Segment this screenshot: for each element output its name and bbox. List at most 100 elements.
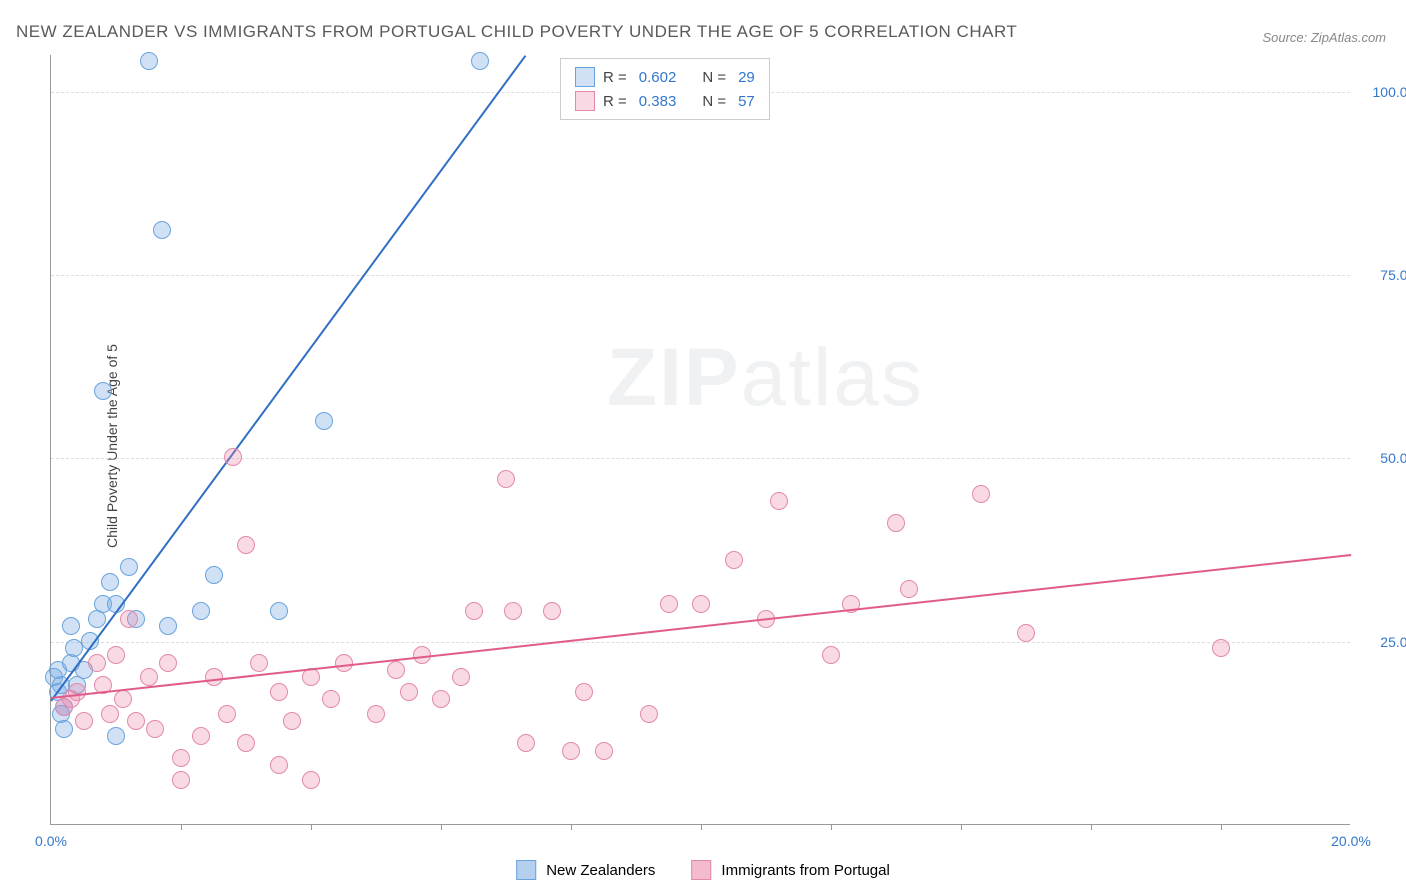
data-point — [55, 720, 73, 738]
data-point — [465, 602, 483, 620]
data-point — [237, 536, 255, 554]
data-point — [127, 712, 145, 730]
r-value: 0.383 — [639, 93, 677, 110]
data-point — [452, 668, 470, 686]
data-point — [192, 602, 210, 620]
data-point — [400, 683, 418, 701]
series-legend: New Zealanders Immigrants from Portugal — [516, 860, 890, 880]
gridline — [51, 458, 1350, 459]
data-point — [205, 566, 223, 584]
data-point — [224, 448, 242, 466]
legend-item: New Zealanders — [516, 860, 655, 880]
data-point — [114, 690, 132, 708]
legend-item: Immigrants from Portugal — [691, 860, 889, 880]
watermark: ZIPatlas — [607, 331, 924, 425]
x-tick — [181, 824, 182, 830]
data-point — [725, 551, 743, 569]
legend-swatch — [516, 860, 536, 880]
data-point — [270, 602, 288, 620]
data-point — [140, 668, 158, 686]
data-point — [62, 617, 80, 635]
chart-title: NEW ZEALANDER VS IMMIGRANTS FROM PORTUGA… — [16, 22, 1017, 42]
data-point — [250, 654, 268, 672]
n-value: 57 — [738, 93, 755, 110]
data-point — [1017, 624, 1035, 642]
trend-line — [51, 554, 1351, 699]
trend-line — [50, 55, 526, 702]
x-tick — [1091, 824, 1092, 830]
data-point — [153, 221, 171, 239]
y-tick-label: 100.0% — [1373, 84, 1406, 100]
data-point — [302, 771, 320, 789]
data-point — [335, 654, 353, 672]
data-point — [68, 683, 86, 701]
data-point — [562, 742, 580, 760]
data-point — [101, 705, 119, 723]
correlation-legend: R = 0.602 N = 29R = 0.383 N = 57 — [560, 58, 770, 120]
data-point — [660, 595, 678, 613]
gridline — [51, 642, 1350, 643]
r-value: 0.602 — [639, 69, 677, 86]
data-point — [367, 705, 385, 723]
data-point — [218, 705, 236, 723]
data-point — [101, 573, 119, 591]
data-point — [270, 756, 288, 774]
data-point — [640, 705, 658, 723]
data-point — [88, 654, 106, 672]
legend-swatch — [575, 91, 595, 111]
y-tick-label: 50.0% — [1380, 450, 1406, 466]
x-tick — [571, 824, 572, 830]
data-point — [140, 52, 158, 70]
x-tick — [831, 824, 832, 830]
n-label: N = — [702, 69, 726, 86]
data-point — [575, 683, 593, 701]
data-point — [900, 580, 918, 598]
data-point — [692, 595, 710, 613]
data-point — [770, 492, 788, 510]
plot-area: ZIPatlas 25.0%50.0%75.0%100.0%0.0%20.0% — [50, 55, 1350, 825]
data-point — [270, 683, 288, 701]
data-point — [471, 52, 489, 70]
y-tick-label: 75.0% — [1380, 267, 1406, 283]
data-point — [146, 720, 164, 738]
data-point — [94, 382, 112, 400]
data-point — [107, 727, 125, 745]
data-point — [1212, 639, 1230, 657]
legend-label: Immigrants from Portugal — [721, 862, 889, 879]
data-point — [283, 712, 301, 730]
y-tick-label: 25.0% — [1380, 634, 1406, 650]
data-point — [192, 727, 210, 745]
data-point — [120, 610, 138, 628]
x-tick — [961, 824, 962, 830]
source-attribution: Source: ZipAtlas.com — [1262, 30, 1386, 45]
data-point — [159, 617, 177, 635]
data-point — [504, 602, 522, 620]
correlation-legend-row: R = 0.602 N = 29 — [575, 65, 755, 89]
data-point — [159, 654, 177, 672]
data-point — [75, 712, 93, 730]
n-label: N = — [702, 93, 726, 110]
data-point — [315, 412, 333, 430]
x-tick — [1221, 824, 1222, 830]
gridline — [51, 275, 1350, 276]
data-point — [322, 690, 340, 708]
x-tick-label: 20.0% — [1331, 833, 1371, 849]
data-point — [822, 646, 840, 664]
data-point — [887, 514, 905, 532]
legend-swatch — [575, 67, 595, 87]
data-point — [107, 646, 125, 664]
n-value: 29 — [738, 69, 755, 86]
x-tick — [701, 824, 702, 830]
data-point — [65, 639, 83, 657]
r-label: R = — [603, 69, 627, 86]
legend-swatch — [691, 860, 711, 880]
data-point — [120, 558, 138, 576]
data-point — [172, 749, 190, 767]
data-point — [237, 734, 255, 752]
chart-container: NEW ZEALANDER VS IMMIGRANTS FROM PORTUGA… — [0, 0, 1406, 892]
x-tick — [441, 824, 442, 830]
data-point — [432, 690, 450, 708]
data-point — [387, 661, 405, 679]
data-point — [517, 734, 535, 752]
data-point — [497, 470, 515, 488]
